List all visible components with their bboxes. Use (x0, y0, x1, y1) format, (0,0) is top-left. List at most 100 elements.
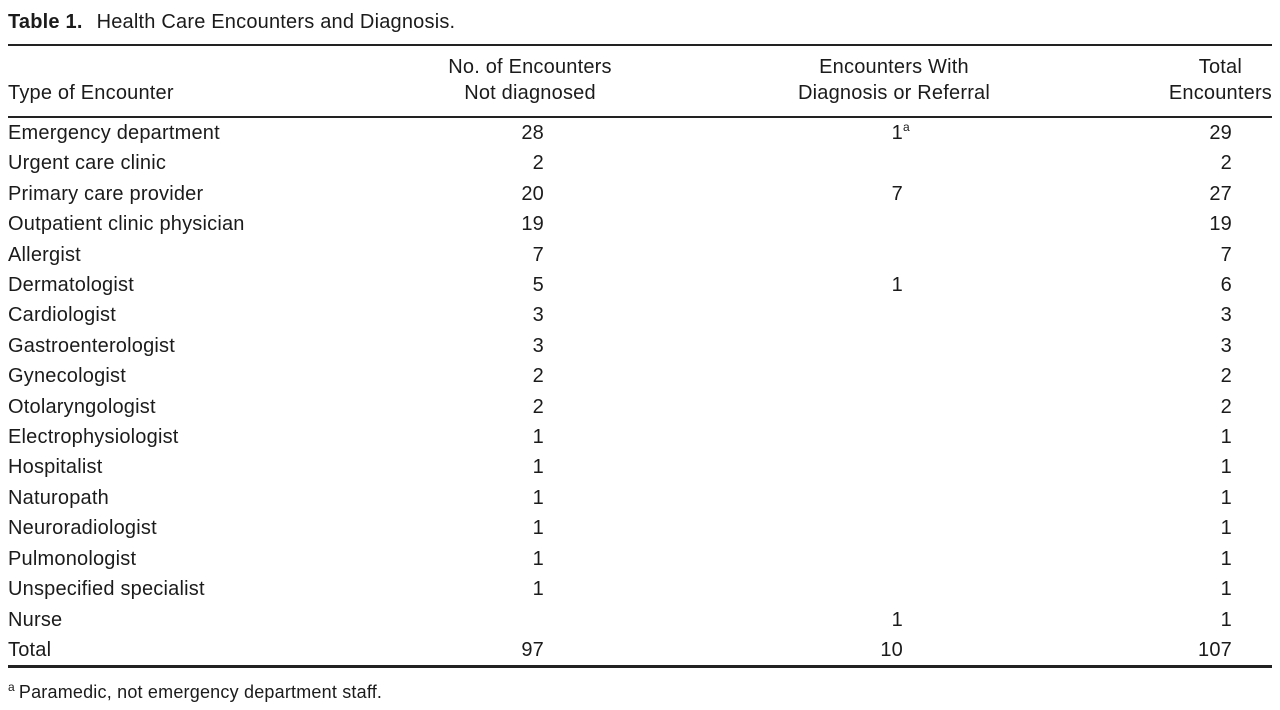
table-row: Unspecified specialist 1 1 (8, 574, 1272, 604)
cell-not-diagnosed: 1 (532, 517, 544, 540)
table-row: Neuroradiologist 1 1 (8, 513, 1272, 543)
cell-not-diagnosed: 97 (521, 638, 544, 661)
cell-total: 107 (1198, 638, 1232, 661)
table-row: Total 97 10 107 (8, 635, 1272, 667)
cell-diagnosis-or-referral: 1a (891, 120, 910, 144)
table-row: Primary care provider 20 7 27 (8, 179, 1272, 209)
cell-diagnosis-or-referral: 1 (730, 605, 1058, 635)
cell-total: 1 (1220, 517, 1232, 540)
header-row: Type of Encounter No. of Encounters Not … (8, 45, 1272, 118)
cell-value: 1 (891, 274, 903, 297)
cell-total: 3 (1220, 304, 1232, 327)
table-row: Nurse 1 1 (8, 605, 1272, 635)
col-header-diagnosis-or-referral: Encounters With Diagnosis or Referral (730, 45, 1058, 118)
col-header-line: Type of Encounter (8, 82, 174, 104)
table-row: Gynecologist 2 2 (8, 361, 1272, 391)
col-header-not-diagnosed: No. of Encounters Not diagnosed (330, 45, 730, 118)
cell-not-diagnosed: 1 (532, 486, 544, 509)
col-header-line: Encounters (1168, 82, 1272, 104)
col-header-line: Total (1198, 56, 1243, 78)
cell-diagnosis-or-referral (730, 483, 1058, 513)
cell-diagnosis-or-referral (730, 392, 1058, 422)
col-header-line: Encounters With (819, 56, 969, 78)
cell-total: 2 (1220, 365, 1232, 388)
footnote: a Paramedic, not emergency department sta… (8, 680, 1272, 703)
cell-diagnosis-or-referral (730, 361, 1058, 391)
encounters-table: Type of Encounter No. of Encounters Not … (8, 44, 1272, 669)
cell-not-diagnosed: 2 (532, 152, 544, 175)
table-row: Emergency department 28 1a 29 (8, 117, 1272, 148)
footnote-text: Paramedic, not emergency department staf… (18, 682, 383, 703)
col-header-line: Diagnosis or Referral (797, 82, 991, 104)
cell-total: 29 (1209, 122, 1232, 144)
cell-not-diagnosed: 1 (532, 578, 544, 601)
cell-type-of-encounter: Otolaryngologist (8, 395, 156, 418)
cell-not-diagnosed: 3 (532, 334, 544, 357)
cell-diagnosis-or-referral (730, 422, 1058, 452)
table-row: Cardiologist 3 3 (8, 300, 1272, 330)
cell-total: 1 (1220, 426, 1232, 449)
cell-type-of-encounter: Naturopath (8, 486, 109, 509)
cell-diagnosis-or-referral (730, 331, 1058, 361)
table-label: Table 1. (8, 11, 83, 33)
cell-diagnosis-or-referral (730, 240, 1058, 270)
cell-total: 6 (1220, 274, 1232, 297)
cell-type-of-encounter: Cardiologist (8, 304, 117, 327)
cell-total: 27 (1209, 182, 1232, 205)
cell-diagnosis-or-referral: 7 (730, 179, 1058, 209)
cell-total: 2 (1220, 152, 1232, 175)
cell-not-diagnosed: 20 (521, 182, 544, 205)
col-header-block: Total Encounters (1169, 54, 1272, 106)
cell-value: 7 (891, 182, 903, 205)
cell-type-of-encounter: Outpatient clinic physician (8, 213, 245, 236)
cell-diagnosis-or-referral (730, 513, 1058, 543)
col-header-line: Not diagnosed (464, 82, 596, 104)
table-row: Urgent care clinic 2 2 (8, 148, 1272, 178)
cell-type-of-encounter: Urgent care clinic (8, 152, 167, 175)
cell-diagnosis-or-referral (730, 209, 1058, 239)
cell-type-of-encounter: Gastroenterologist (8, 334, 176, 357)
cell-not-diagnosed: 2 (532, 365, 544, 388)
cell-diagnosis-or-referral (730, 544, 1058, 574)
table-row: Pulmonologist 1 1 (8, 544, 1272, 574)
cell-type-of-encounter: Gynecologist (8, 365, 127, 388)
cell-value: 10 (880, 638, 903, 661)
cell-total: 3 (1220, 334, 1232, 357)
cell-total: 1 (1220, 608, 1232, 631)
cell-value: 1 (891, 122, 903, 144)
col-header-total-encounters: Total Encounters (1058, 45, 1272, 118)
cell-total: 1 (1220, 456, 1232, 479)
cell-total: 19 (1209, 213, 1232, 236)
cell-total: 1 (1220, 486, 1232, 509)
table-row: Otolaryngologist 2 2 (8, 392, 1272, 422)
col-header-line: No. of Encounters (448, 56, 612, 78)
table-row: Outpatient clinic physician 19 19 (8, 209, 1272, 239)
cell-type-of-encounter: Total (8, 638, 52, 661)
cell-diagnosis-or-referral (730, 574, 1058, 604)
cell-type-of-encounter: Hospitalist (8, 456, 103, 479)
cell-total: 1 (1220, 547, 1232, 570)
cell-not-diagnosed: 5 (532, 274, 544, 297)
table-container: Table 1. Health Care Encounters and Diagn… (8, 0, 1272, 703)
table-row: Allergist 7 7 (8, 240, 1272, 270)
cell-diagnosis-or-referral (730, 452, 1058, 482)
cell-type-of-encounter: Allergist (8, 243, 81, 266)
cell-not-diagnosed: 3 (532, 304, 544, 327)
cell-diagnosis-or-referral: 10 (730, 635, 1058, 667)
table-title: Table 1. Health Care Encounters and Diagn… (8, 10, 1272, 44)
footnote-marker: a (8, 680, 15, 695)
table-row: Dermatologist 5 1 6 (8, 270, 1272, 300)
cell-not-diagnosed: 19 (521, 213, 544, 236)
cell-type-of-encounter: Electrophysiologist (8, 426, 179, 449)
cell-total: 2 (1220, 395, 1232, 418)
table-row: Electrophysiologist 1 1 (8, 422, 1272, 452)
cell-total: 7 (1220, 243, 1232, 266)
table-row: Naturopath 1 1 (8, 483, 1272, 513)
cell-diagnosis-or-referral (730, 300, 1058, 330)
cell-total: 1 (1220, 578, 1232, 601)
cell-not-diagnosed: 2 (532, 395, 544, 418)
cell-type-of-encounter: Pulmonologist (8, 547, 137, 570)
cell-type-of-encounter: Unspecified specialist (8, 578, 205, 601)
cell-value: 1 (891, 608, 903, 631)
